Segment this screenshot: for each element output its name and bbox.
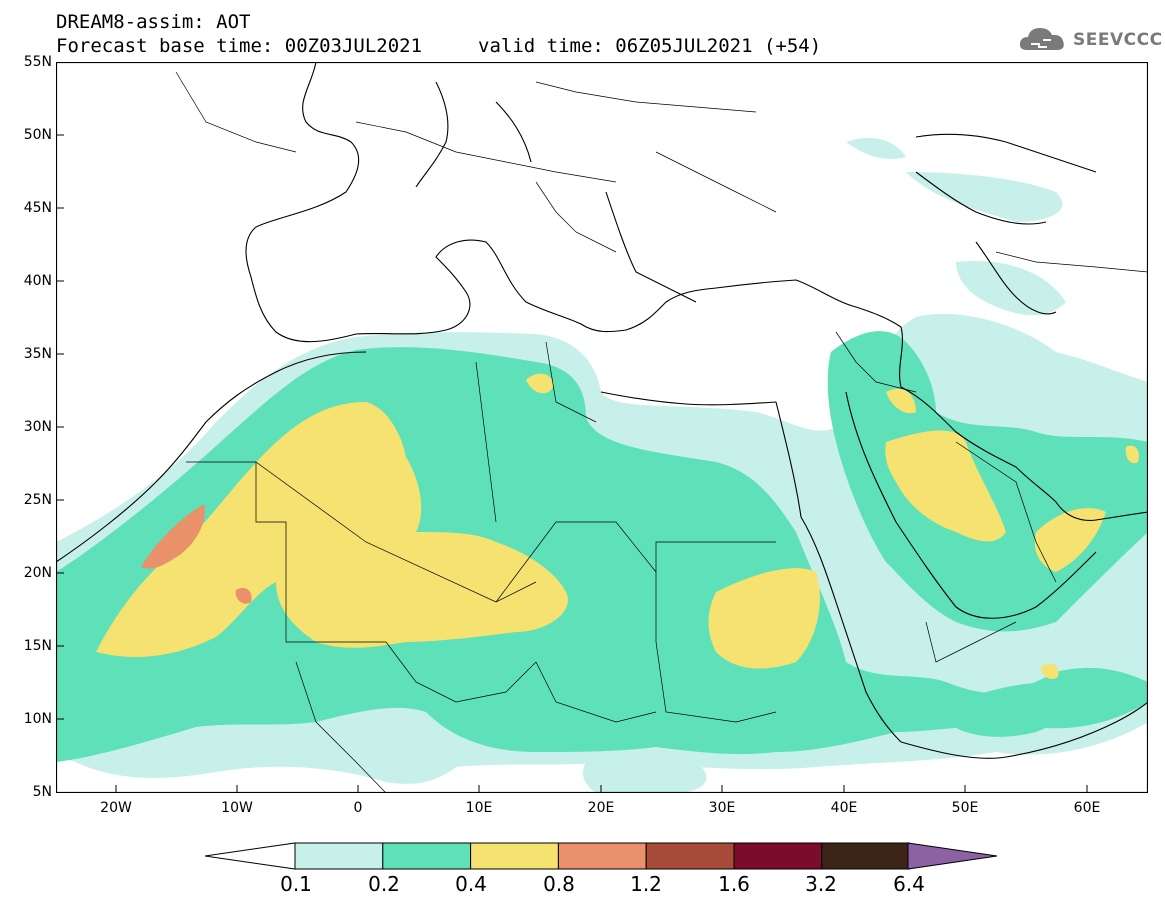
lat-label-10n: 10N <box>23 711 52 727</box>
aot-band-0.4-0.8 <box>96 373 1139 679</box>
lon-label-40e: 40E <box>830 800 858 816</box>
legend-label-3.2: 3.2 <box>805 872 837 896</box>
legend-label-0.4: 0.4 <box>455 872 487 896</box>
forecast-base-time: Forecast base time: 00Z03JUL2021 <box>56 35 423 57</box>
lat-label-50n: 50N <box>23 127 52 143</box>
colorbar-swatch-2 <box>470 842 559 870</box>
lon-label-20e: 20E <box>587 800 615 816</box>
legend-label-0.1: 0.1 <box>280 872 312 896</box>
colorbar-swatch-5 <box>733 842 823 870</box>
legend-label-6.4: 6.4 <box>893 872 925 896</box>
borders <box>175 71 1148 793</box>
lat-label-40n: 40N <box>23 273 52 289</box>
colorbar-swatch-1 <box>382 842 472 870</box>
legend-label-1.2: 1.2 <box>630 872 662 896</box>
lon-label-50e: 50E <box>951 800 979 816</box>
seevccc-logo: SEEVCCC <box>1017 22 1162 58</box>
lat-label-15n: 15N <box>23 638 52 654</box>
lon-label-0: 0 <box>353 800 363 816</box>
colorbar-swatches <box>294 842 911 870</box>
lat-label-55n: 55N <box>23 54 52 70</box>
coastlines <box>56 62 1148 759</box>
lat-label-30n: 30N <box>23 419 52 435</box>
logo-text: SEEVCCC <box>1073 30 1163 50</box>
legend-label-1.6: 1.6 <box>718 872 750 896</box>
lat-label-45n: 45N <box>23 200 52 216</box>
lat-label-5n: 5N <box>32 784 52 800</box>
map-title: DREAM8-assim: AOT <box>56 11 251 33</box>
lon-label-10e: 10E <box>465 800 493 816</box>
lat-label-25n: 25N <box>23 492 52 508</box>
colorbar-swatch-0 <box>294 842 384 870</box>
lat-label-35n: 35N <box>23 346 52 362</box>
colorbar-left-arrow <box>205 842 296 870</box>
lon-label-10w: 10W <box>221 800 253 816</box>
lat-label-20n: 20N <box>23 565 52 581</box>
colorbar-swatch-3 <box>557 842 647 870</box>
lon-label-20w: 20W <box>100 800 132 816</box>
colorbar-swatch-4 <box>645 842 735 870</box>
colorbar-swatch-6 <box>821 842 911 870</box>
legend-label-0.8: 0.8 <box>543 872 575 896</box>
lon-label-30e: 30E <box>708 800 736 816</box>
valid-time: valid time: 06Z05JUL2021 (+54) <box>478 35 822 57</box>
aot-band-0.8-1.2 <box>141 504 252 604</box>
lon-label-60e: 60E <box>1073 800 1101 816</box>
aot-colorbar <box>205 842 997 870</box>
aot-map <box>56 62 1148 793</box>
colorbar-right-arrow <box>907 842 997 870</box>
axis-ticks <box>56 134 1088 793</box>
legend-label-0.2: 0.2 <box>368 872 400 896</box>
cloud-icon <box>1019 28 1064 50</box>
